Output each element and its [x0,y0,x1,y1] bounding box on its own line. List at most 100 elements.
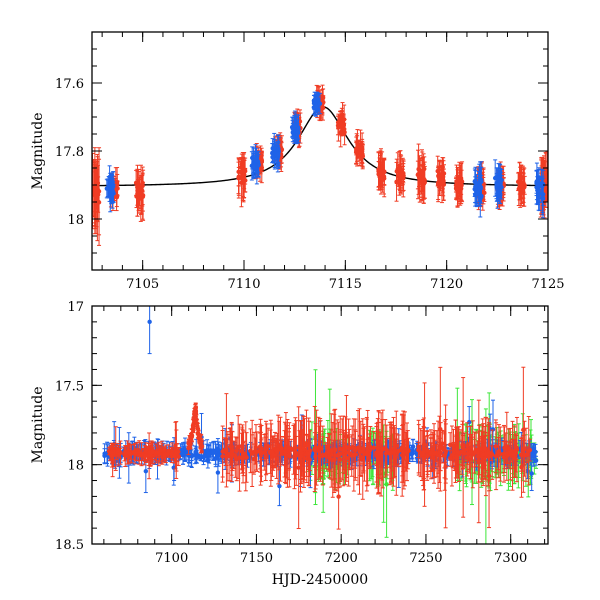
data-point-blue [314,101,319,112]
data-point-red [320,436,325,474]
data-point-red [449,425,455,487]
data-point-red [138,177,144,196]
data-point-blue [104,178,110,199]
data-point-red [496,424,502,479]
data-point-red [258,426,263,473]
data-point-red [502,426,507,470]
x-tick-label: 7115 [329,277,362,292]
data-point-red [401,414,407,490]
data-point-red [417,155,422,198]
x-tick-label: 7200 [325,551,358,566]
data-point-red [351,418,357,492]
data-point-red [376,411,381,495]
data-point-blue [270,151,275,163]
data-point-red [380,409,386,489]
data-point-red [109,445,114,460]
data-point-red [478,435,484,463]
x-tick-label: 7300 [494,551,527,566]
series-blue [104,91,546,219]
y-tick-label: 18 [67,213,84,228]
top-panel: 7105 7110 7115 7120 7125 17.6 17.8 18 Magnitude [30,31,565,292]
top-tick-labels: 7105 7110 7115 7120 7125 17.6 17.8 18 [55,77,565,292]
y-tick-label: 18 [67,459,84,474]
data-point-red [132,442,138,465]
data-point-red [234,436,239,465]
data-point-blue [180,442,186,465]
data-point-red [392,425,397,479]
data-point-red [116,444,122,457]
bottom-tick-labels: 7100 7150 7200 7250 7300 17 17.5 18 18.5 [55,300,527,566]
data-point-blue [492,159,498,197]
data-point-red [166,444,171,458]
data-point-blue [473,169,478,203]
bottom-panel: 7100 7150 7200 7250 7300 17 17.5 18 18.5 Magnitu… [30,300,549,588]
x-tick-label: 7105 [126,277,159,292]
data-point-red [519,167,524,187]
data-point-red [401,160,406,191]
data-point-red [344,395,349,479]
data-point-red [174,443,179,463]
event-point-red [186,439,192,447]
data-point-red [253,437,258,465]
data-point-red [381,158,387,195]
data-point-red [404,422,410,482]
bottom-y-axis-title: Magnitude [30,386,46,463]
x-tick-label: 7250 [409,551,442,566]
data-point-red [483,434,488,474]
event-point-red [196,428,201,439]
data-point-red [294,435,299,476]
data-point-blue [534,162,540,201]
data-point-red [384,424,389,476]
event-point-red [199,439,205,454]
data-point-red [239,432,244,470]
data-point-red [420,151,425,192]
data-point-red [465,426,470,465]
x-tick-label: 7125 [531,277,564,292]
data-point-red [143,451,148,461]
data-point-blue [250,159,256,174]
data-point-blue [215,438,221,461]
data-point-red [489,445,494,462]
data-point-blue [194,438,199,463]
data-point-blue [479,167,484,197]
data-point-red [287,422,292,488]
data-point-blue [102,448,107,464]
data-point-blue [292,112,298,139]
event-point-red [189,428,194,441]
data-point-red [244,432,249,483]
data-point-red [336,113,341,142]
data-point-red [241,153,247,199]
x-axis-title: HJD-2450000 [272,572,368,588]
data-point-blue [206,445,211,463]
data-point-red [514,434,519,461]
data-point-red [439,162,445,204]
top-plot-frame [91,31,549,271]
data-point-blue [110,178,115,204]
y-tick-label: 17.8 [55,145,84,160]
data-point-red [522,420,527,477]
data-point-red [296,406,301,530]
x-tick-label: 7150 [240,551,273,566]
data-point-red [304,434,309,457]
data-point-red [520,181,526,199]
data-point-blue [539,169,544,203]
data-point-red [123,446,129,461]
data-point-red [150,447,155,456]
data-point-red [249,434,255,473]
data-point-blue [495,169,501,200]
x-tick-label: 7100 [155,551,188,566]
data-point-red [306,420,312,487]
data-point-red [468,425,473,480]
data-point-blue [317,93,323,115]
data-point-red [421,426,427,491]
data-point-red [230,431,235,472]
top-y-axis-title: Magnitude [30,112,46,189]
data-point-red [274,438,279,479]
data-point-red [312,405,317,493]
data-point-red [96,158,102,246]
data-point-red [127,444,133,464]
data-point-red [518,438,524,472]
data-point-red [283,437,288,467]
data-point-red [493,419,499,474]
